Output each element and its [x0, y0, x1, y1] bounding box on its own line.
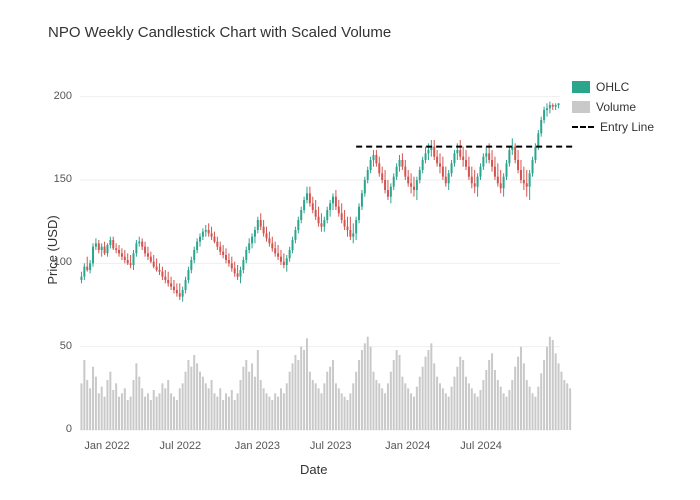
x-tick: Jul 2024: [460, 440, 502, 452]
legend-item: OHLC: [572, 80, 629, 94]
candlestick-plot: [0, 0, 700, 500]
y-tick: 50: [60, 340, 72, 352]
legend-swatch: [572, 81, 590, 93]
x-tick: Jan 2023: [235, 440, 280, 452]
legend-label: OHLC: [596, 80, 629, 94]
legend-item: Volume: [572, 100, 636, 114]
x-tick: Jan 2022: [84, 440, 129, 452]
chart-container: NPO Weekly Candlestick Chart with Scaled…: [0, 0, 700, 500]
legend-label: Entry Line: [600, 120, 654, 134]
x-tick: Jul 2022: [160, 440, 202, 452]
y-tick: 0: [66, 423, 72, 435]
legend-label: Volume: [596, 100, 636, 114]
x-tick: Jan 2024: [385, 440, 430, 452]
y-tick: 100: [54, 256, 72, 268]
x-tick: Jul 2023: [310, 440, 352, 452]
y-tick: 200: [54, 90, 72, 102]
legend-swatch: [572, 101, 590, 113]
legend-swatch-dash: [572, 126, 594, 128]
legend-item: Entry Line: [572, 120, 654, 134]
y-tick: 150: [54, 173, 72, 185]
